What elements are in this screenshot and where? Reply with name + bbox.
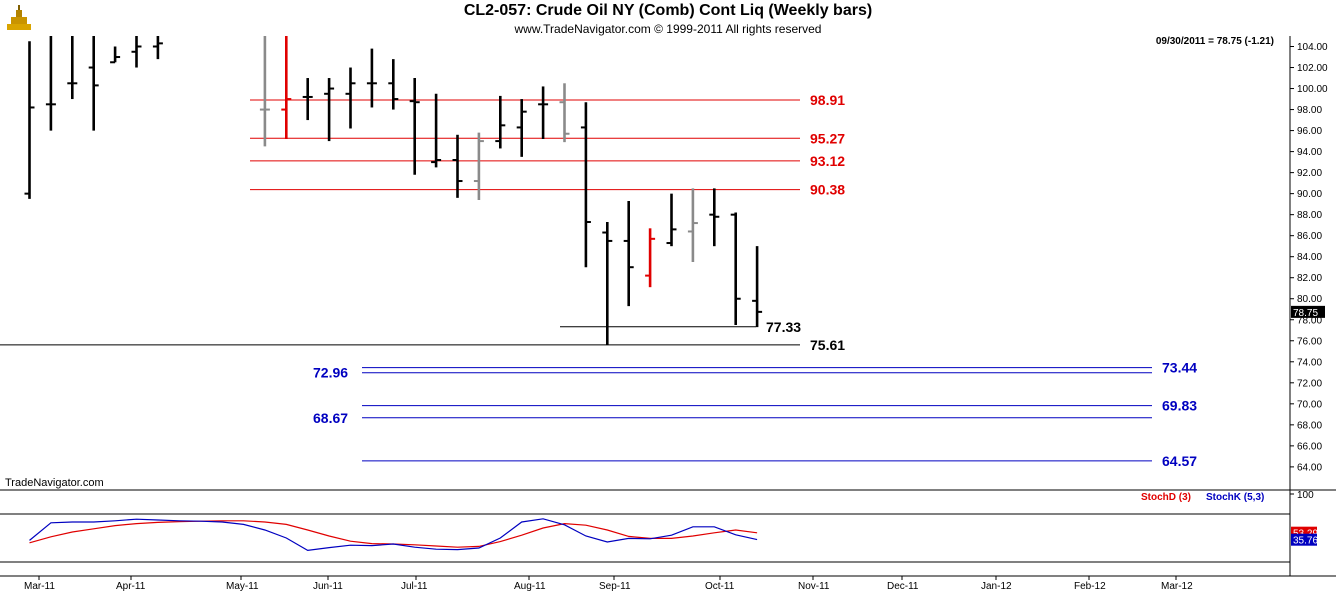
ohlc-bar [602,222,613,345]
ohlc-bar [516,99,527,157]
ohlc-bar [623,200,634,307]
month-label: Aug-11 [514,581,546,592]
chart-title: CL2-057: Crude Oil NY (Comb) Cont Liq (W… [463,2,873,19]
ohlc-bar [110,46,121,64]
level-lines: 98.91 95.27 93.12 90.38 77.33 75.61 73.44 72.96… [0,92,1197,469]
price-tick-label: 68.00 [1297,420,1322,431]
ohlc-bar [281,36,292,139]
stoch-value-box [1291,533,1317,546]
price-tick-label: 78.00 [1297,315,1322,326]
ohlc-bars [24,36,763,345]
ohlc-bar [687,188,698,262]
last-price-box [1291,305,1325,318]
price-axis: 64.00 66.00 68.00 70.00 72.00 74.00 76.00 78.00… [1290,42,1328,473]
month-label: Feb-12 [1074,581,1106,592]
price-tick-label: 98.00 [1297,105,1322,116]
ohlc-bar [409,78,420,175]
month-label: Mar-12 [1161,581,1193,592]
ohlc-bar [559,83,570,143]
price-tick-label: 96.00 [1297,126,1322,137]
stoch-value-label: 35.76 [1293,536,1318,547]
ohlc-bar [730,212,741,326]
ohlc-bar [388,59,399,110]
price-tick-label: 92.00 [1297,168,1322,179]
level-label: 72.96 [313,365,348,381]
price-tick-label: 100.00 [1297,84,1328,95]
ohlc-bar [431,93,442,168]
month-label: Sep-11 [599,581,631,592]
price-tick-label: 90.00 [1297,189,1322,200]
ohlc-bar [259,36,270,147]
stoch-tick-label: 100 [1297,490,1314,501]
last-price-label: 78.75 [1293,308,1318,319]
ohlc-bar [645,228,656,288]
price-tick-label: 102.00 [1297,63,1328,74]
chart-frame [0,36,1336,577]
month-label: Dec-11 [887,581,919,592]
month-label: Jul-11 [401,581,428,592]
ohlc-bar [131,36,142,68]
ohlc-bar [709,188,720,247]
ohlc-bar [495,95,506,149]
month-label: Apr-11 [116,581,146,592]
level-label: 75.61 [810,337,845,353]
watermark-text: TradeNavigator.com [5,477,104,489]
level-label: 64.57 [1162,453,1197,469]
ohlc-bar [580,102,591,268]
level-label: 73.44 [1162,360,1197,376]
price-tick-label: 64.00 [1297,462,1322,473]
price-tick-label: 70.00 [1297,399,1322,410]
ohlc-bar [366,48,377,108]
level-label: 90.38 [810,182,845,198]
ohlc-bar [666,193,677,247]
stoch-k-line [29,518,758,552]
price-tick-label: 94.00 [1297,147,1322,158]
month-label: Nov-11 [798,581,830,592]
stoch-d-legend: StochD (3) [1141,492,1191,503]
price-tick-label: 74.00 [1297,357,1322,368]
stoch-d-line [29,520,758,548]
month-label: Jun-11 [313,581,343,592]
price-readout: 09/30/2011 = 78.75 (-1.21) [1155,36,1274,47]
month-label: May-11 [226,581,259,592]
month-label: Mar-11 [24,581,55,592]
ohlc-bar [345,67,356,129]
ohlc-bar [538,86,549,139]
month-label: Jan-12 [981,581,1012,592]
price-tick-label: 86.00 [1297,231,1322,242]
level-label: 93.12 [810,153,845,169]
tradenavigator-logo [4,4,34,34]
level-label: 77.33 [766,319,801,335]
level-label: 68.67 [313,410,348,426]
month-label: Oct-11 [705,581,735,592]
time-axis: Mar-11 Apr-11 May-11 Jun-11 Jul-11 Aug-11 Sep-… [24,576,1193,592]
copyright-subtitle: www.TradeNavigator.com © 1999-2011 All r… [514,22,822,36]
level-label: 98.91 [810,92,845,108]
price-tick-label: 66.00 [1297,441,1322,452]
ohlc-bar [88,36,99,131]
price-tick-label: 72.00 [1297,378,1322,389]
ohlc-bar [752,246,763,328]
ohlc-bar [473,132,484,200]
ohlc-bar [302,78,313,121]
ohlc-bar [324,78,335,142]
stoch-k-legend: StochK (5,3) [1206,492,1264,503]
price-tick-label: 76.00 [1297,336,1322,347]
ohlc-bar [452,134,463,198]
price-tick-label: 88.00 [1297,210,1322,221]
price-tick-label: 104.00 [1297,42,1328,53]
level-label: 95.27 [810,130,845,146]
ohlc-bar [152,36,163,60]
ohlc-bar [67,36,78,100]
price-tick-label: 84.00 [1297,252,1322,263]
price-tick-label: 82.00 [1297,273,1322,284]
level-label: 69.83 [1162,398,1197,414]
price-tick-label: 80.00 [1297,294,1322,305]
ohlc-bar [45,36,56,131]
ohlc-bar [24,41,35,199]
